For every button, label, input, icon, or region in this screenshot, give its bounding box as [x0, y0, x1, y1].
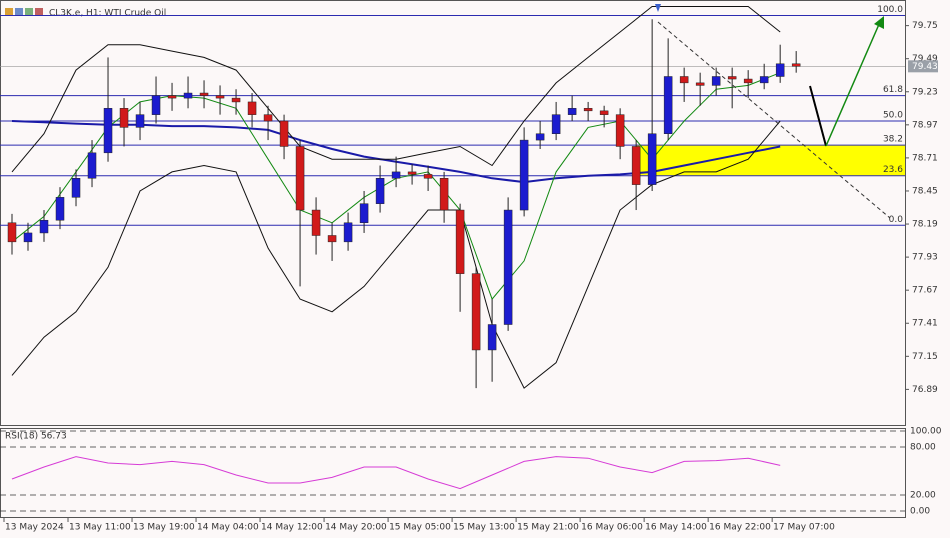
main-pane [0, 0, 906, 426]
candle-body [71, 178, 81, 198]
fib-label: 23.6 [883, 165, 903, 175]
candle-body [711, 76, 721, 86]
candle-body [247, 101, 257, 115]
rsi-line [11, 456, 781, 490]
candle-body [87, 152, 97, 179]
x-tick-label: 13 May 11:00 [69, 523, 131, 533]
x-tick-label: 13 May 2024 [5, 523, 64, 533]
candle-body [375, 178, 385, 204]
candle-body [519, 139, 529, 211]
x-tick-label: 15 May 21:00 [517, 523, 579, 533]
candle-body [599, 110, 609, 115]
fib-label: 50.0 [883, 111, 903, 121]
candle-body [583, 108, 593, 112]
x-tick-label: 16 May 22:00 [709, 523, 771, 533]
candle-body [567, 108, 577, 115]
rsi-tick-label: 20.00 [910, 491, 936, 501]
fib-label: 100.0 [877, 5, 903, 15]
candle-body [103, 108, 113, 154]
candle-body [487, 324, 497, 351]
x-tick-label: 15 May 05:00 [389, 523, 451, 533]
candle-body [391, 171, 401, 179]
candle-body [647, 133, 657, 185]
chart-icons [5, 8, 43, 16]
x-tick-label: 14 May 20:00 [325, 523, 387, 533]
candle-body [503, 209, 513, 325]
candle-body [55, 197, 65, 221]
x-tick-label: 14 May 04:00 [197, 523, 259, 533]
y-tick-label: 78.97 [912, 120, 938, 130]
y-tick-label: 77.67 [912, 286, 938, 296]
candle-body [199, 92, 209, 96]
candle-body [327, 235, 337, 243]
candle-body [439, 178, 449, 211]
x-tick-label: 14 May 12:00 [261, 523, 323, 533]
chart-title: CL3K.e, H1: WTI Crude Oil [49, 9, 166, 19]
candle-body [791, 63, 801, 67]
candle-body [39, 219, 49, 234]
x-tick-label: 13 May 19:00 [133, 523, 195, 533]
candle-body [183, 92, 193, 99]
y-tick-label: 77.15 [912, 352, 938, 362]
candle-body [727, 76, 737, 80]
last-price-box [908, 60, 938, 73]
candle-body [471, 273, 481, 351]
candle-body [535, 133, 545, 141]
candle-body [615, 114, 625, 147]
rsi-title: RSI(18) 56.73 [5, 432, 67, 442]
candle-body [423, 174, 433, 179]
candle-body [215, 95, 225, 99]
fib-label: 0.0 [889, 215, 904, 225]
x-tick-label: 16 May 14:00 [645, 523, 707, 533]
candle-body [119, 108, 129, 128]
candle-body [759, 76, 769, 84]
x-tick-label: 16 May 06:00 [581, 523, 643, 533]
candle-body [343, 222, 353, 243]
candle-body [455, 209, 465, 274]
y-tick-label: 76.89 [912, 385, 938, 395]
y-tick-label: 78.19 [912, 220, 938, 230]
candle-body [695, 82, 705, 86]
rsi-tick-label: 0.00 [910, 507, 930, 517]
fib-label: 38.2 [883, 135, 903, 145]
candle-body [231, 97, 241, 103]
y-tick-label: 78.71 [912, 153, 938, 163]
rsi-tick-label: 100.00 [910, 427, 942, 437]
fib-label: 61.8 [883, 85, 903, 95]
trend-arrows [655, 4, 891, 219]
rsi-tick-label: 80.00 [910, 443, 936, 453]
candle-body [7, 222, 17, 243]
y-tick-label: 79.75 [912, 21, 938, 31]
candle-body [135, 114, 145, 128]
candle-body [663, 76, 673, 134]
y-tick-label: 77.93 [912, 253, 938, 263]
candle-body [295, 146, 305, 211]
y-tick-label: 77.41 [912, 319, 938, 329]
candle-body [679, 76, 689, 84]
candle-body [151, 95, 161, 115]
candle-body [743, 78, 753, 84]
candle-body [631, 146, 641, 185]
candle-body [167, 95, 177, 99]
candle-body [359, 203, 369, 224]
rsi-pane [0, 428, 906, 518]
candle-body [279, 120, 289, 147]
x-tick-label: 15 May 13:00 [453, 523, 515, 533]
last-price-label: 79.43 [912, 62, 938, 72]
candle-body [311, 209, 321, 236]
candle-body [23, 232, 33, 243]
candle-body [407, 171, 417, 175]
y-tick-label: 78.45 [912, 186, 938, 196]
candle-body [551, 114, 561, 134]
fib-zone [636, 145, 905, 176]
y-tick-label: 79.49 [912, 54, 938, 64]
y-tick-label: 79.23 [912, 87, 938, 97]
candle-body [263, 114, 273, 122]
candle-body [775, 63, 785, 77]
x-tick-label: 17 May 07:00 [773, 523, 835, 533]
